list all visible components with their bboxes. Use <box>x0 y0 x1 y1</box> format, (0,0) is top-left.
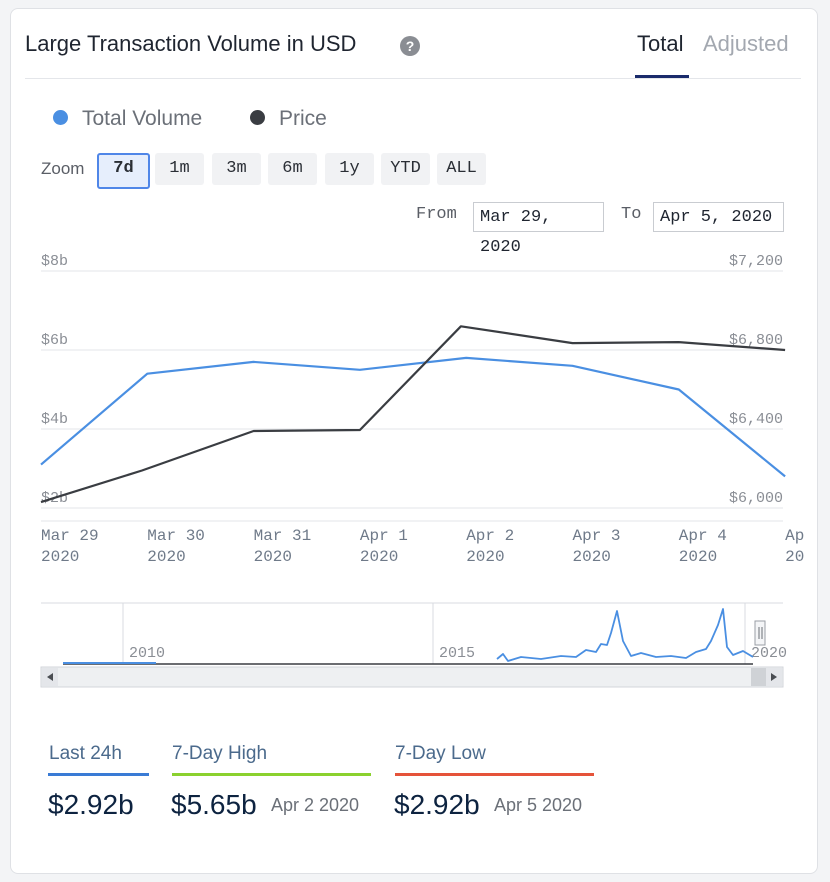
y-left-tick-label: $6b <box>41 332 68 349</box>
x-tick-label: 2020 <box>679 548 717 566</box>
legend-dot-icon <box>53 110 68 125</box>
zoom-label: Zoom <box>41 159 85 178</box>
x-tick-label: Mar 31 <box>254 527 312 545</box>
axis-layer: $2b $6,000$4b $6,400$6b $6,800$8b $7,200Mar … <box>41 253 804 566</box>
x-tick-label: 2020 <box>147 548 185 566</box>
legend-price[interactable]: Price <box>250 107 327 131</box>
legend-dot-icon <box>250 110 265 125</box>
zoom-1m-button[interactable]: 1m <box>155 153 204 185</box>
stat-label-7day-high: 7-Day High <box>172 743 268 764</box>
stat-bar-7day-high <box>172 773 371 776</box>
from-date-input[interactable]: Mar 29, 2020 <box>473 202 604 257</box>
to-label: To <box>621 205 642 224</box>
x-tick-label: Mar 30 <box>147 527 205 545</box>
stat-value-7day-low: $2.92b <box>394 789 480 820</box>
zoom-all-button[interactable]: ALL <box>437 153 486 185</box>
x-tick-label: 20 <box>785 548 804 566</box>
zoom-7d-button[interactable]: 7d <box>97 153 150 189</box>
chart-svg: $2b $6,000$4b $6,400$6b $6,800$8b $7,200Mar … <box>40 253 804 688</box>
zoom-ytd-button[interactable]: YTD <box>381 153 430 185</box>
stat-value-last-24h: $2.92b <box>48 789 134 820</box>
x-tick-label: 2020 <box>466 548 504 566</box>
x-tick-label: 2020 <box>573 548 611 566</box>
y-left-tick-label: $8b <box>41 253 68 270</box>
legend-label: Price <box>279 107 327 130</box>
navigator-year-label: 2010 <box>129 645 165 662</box>
scroll-left-arrow-icon <box>47 673 53 681</box>
x-tick-label: Mar 29 <box>41 527 99 545</box>
from-label: From <box>416 205 457 224</box>
stat-value-7day-high: $5.65b <box>171 789 257 820</box>
navigator-scrollbar-track <box>40 666 784 688</box>
x-tick-label: 2020 <box>360 548 398 566</box>
navigator-scrollbar-thumb <box>751 668 766 686</box>
stat-date-7day-low: Apr 5 2020 <box>494 795 583 815</box>
tab-total[interactable]: Total <box>637 31 684 56</box>
zoom-6m-button[interactable]: 6m <box>268 153 317 185</box>
widget-card: Large Transaction Volume in USD ? Total … <box>10 8 818 874</box>
widget-title: Large Transaction Volume in USD <box>25 31 357 56</box>
tab-adjusted[interactable]: Adjusted <box>703 31 789 56</box>
stat-label-last-24h: Last 24h <box>49 743 122 764</box>
series-line-total-volume <box>40 356 786 478</box>
x-tick-label: Apr 1 <box>360 527 408 545</box>
active-tab-indicator <box>635 75 689 78</box>
x-tick-label: 2020 <box>254 548 292 566</box>
navigator: 2010 2015 2020 <box>40 602 787 688</box>
to-date-input[interactable]: Apr 5, 2020 <box>653 202 784 232</box>
x-tick-label: Ap <box>785 527 804 545</box>
y-right-tick-label: $6,400 <box>729 411 783 428</box>
x-tick-label: 2020 <box>41 548 79 566</box>
y-right-tick-label: $6,000 <box>729 490 783 507</box>
x-tick-label: Apr 4 <box>679 527 727 545</box>
header-divider <box>25 78 801 79</box>
navigator-year-label: 2015 <box>439 645 475 662</box>
grid-layer <box>41 270 783 522</box>
navigator-year-label: 2020 <box>751 645 787 662</box>
stat-bar-7day-low <box>395 773 594 776</box>
series-layer <box>40 325 786 504</box>
navigator-handle <box>754 620 766 646</box>
stat-date-7day-high: Apr 2 2020 <box>271 795 360 815</box>
stat-bar-last-24h <box>48 773 149 776</box>
legend-label: Total Volume <box>82 107 203 130</box>
help-icon[interactable]: ? <box>400 36 420 56</box>
zoom-1y-button[interactable]: 1y <box>325 153 374 185</box>
y-right-tick-label: $7,200 <box>729 253 783 270</box>
x-tick-label: Apr 2 <box>466 527 514 545</box>
zoom-3m-button[interactable]: 3m <box>212 153 261 185</box>
navigator-volume-line <box>496 608 754 662</box>
x-tick-label: Apr 3 <box>573 527 621 545</box>
y-right-tick-label: $6,800 <box>729 332 783 349</box>
legend-total-volume[interactable]: Total Volume <box>53 107 202 131</box>
series-line-price <box>40 325 786 504</box>
scroll-right-arrow-icon <box>771 673 777 681</box>
stat-label-7day-low: 7-Day Low <box>395 743 486 764</box>
y-left-tick-label: $4b <box>41 411 68 428</box>
